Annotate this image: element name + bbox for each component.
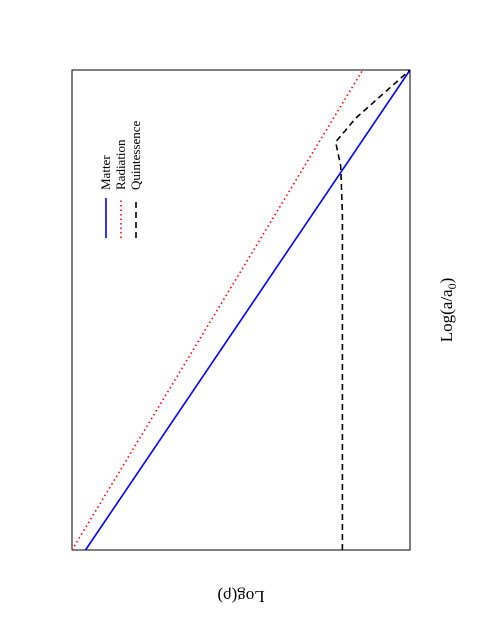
series-layer	[71, 69, 411, 551]
legend-label-quintessence: Quintessence	[128, 120, 143, 190]
legend: Matter Radiation Quintessence	[98, 120, 143, 238]
legend-label-matter: Matter	[98, 155, 113, 190]
series-line-quintessence	[334, 69, 411, 550]
x-axis-label: Log(a/a0)	[437, 278, 459, 343]
plot-frame	[71, 69, 411, 551]
series-line-matter	[84, 69, 411, 551]
legend-label-radiation: Radiation	[113, 139, 128, 190]
y-axis-label: Log(ρ)	[217, 587, 264, 606]
